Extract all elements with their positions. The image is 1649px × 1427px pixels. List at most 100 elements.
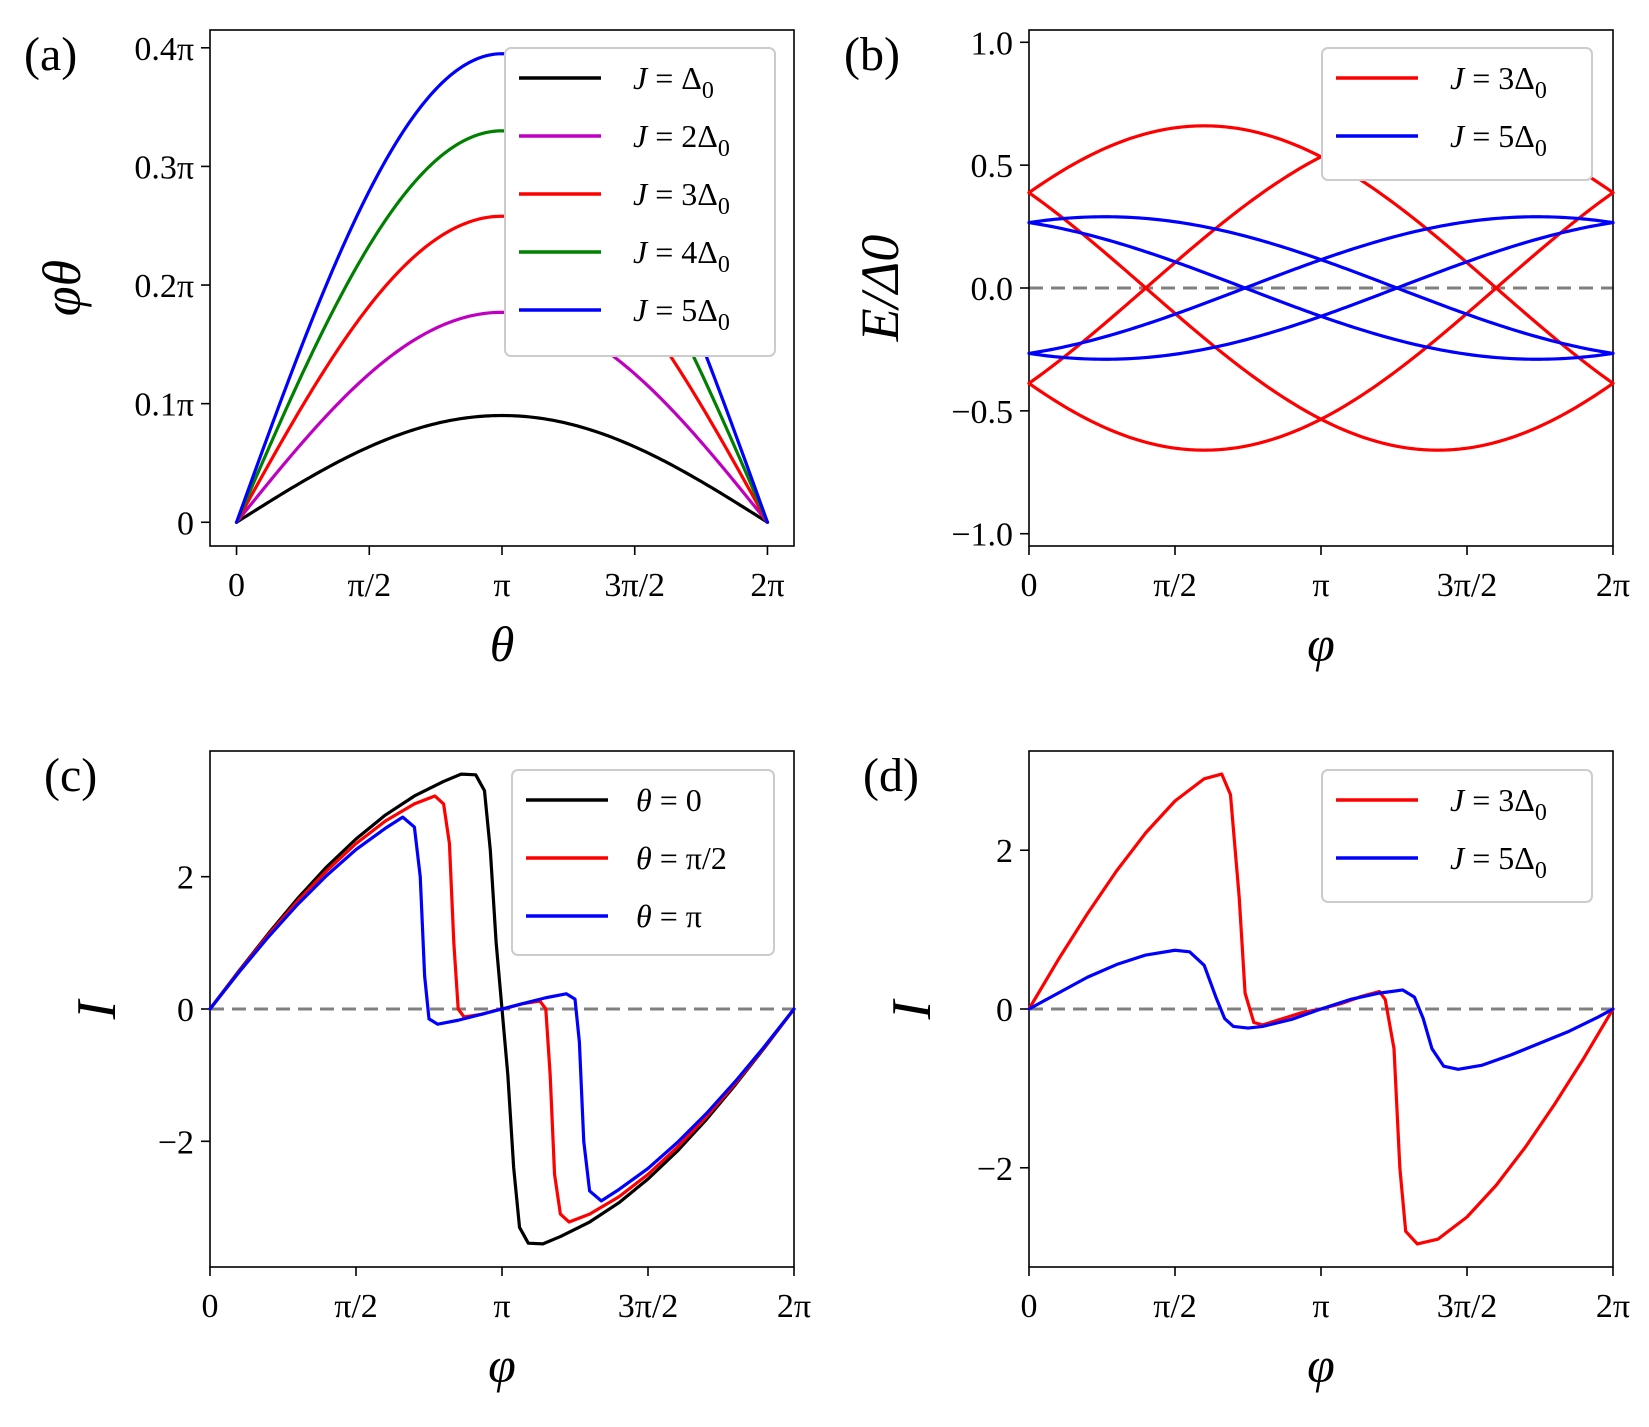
y-tick-label: 0.0: [971, 271, 1014, 308]
series-line: [1027, 215, 1615, 355]
legend-entry: J = 4Δ0: [633, 234, 730, 278]
y-axis-label: I: [66, 998, 128, 1020]
legend-entry-subscript: 0: [1535, 136, 1547, 162]
legend-entry: J = 2Δ0: [633, 118, 730, 162]
legend-entry-symbol: J: [1450, 60, 1466, 96]
legend-box: [1321, 47, 1593, 181]
legend-entry-subscript: 0: [718, 310, 730, 336]
panel-label: (a): [24, 28, 77, 81]
x-tick-label: 0: [1021, 567, 1038, 604]
y-tick-label: 0: [996, 992, 1013, 1029]
legend-entry-value: = 3Δ: [647, 176, 718, 212]
x-axis-label: φ: [1307, 1337, 1335, 1393]
legend-entry-value: = 3Δ: [1464, 782, 1535, 818]
legend-entry: J = 5Δ0: [1450, 118, 1547, 162]
series-line: [234, 413, 770, 524]
x-tick-label: π/2: [347, 567, 391, 604]
legend-entry-subscript: 0: [718, 252, 730, 278]
legend-entry-value: = 5Δ: [1464, 118, 1535, 154]
x-tick-label: 2π: [1596, 567, 1630, 604]
x-tick-label: 3π/2: [604, 567, 665, 604]
x-tick-label: 3π/2: [1437, 1288, 1498, 1325]
legend: θ = 0θ = π/2θ = π: [511, 769, 775, 956]
legend-entry-subscript: 0: [1535, 78, 1547, 104]
legend-entry-subscript: 0: [1535, 800, 1547, 826]
legend-entry-value: = 4Δ: [647, 234, 718, 270]
series-line: [234, 214, 770, 524]
x-tick-label: π: [1312, 567, 1329, 604]
legend-entry-value: = 5Δ: [647, 292, 718, 328]
y-axis-label: φθ: [32, 260, 92, 316]
series-line: [208, 815, 796, 1203]
legend-entry-value: = 0: [652, 782, 702, 818]
legend-box: [504, 47, 776, 357]
legend-box: [1321, 769, 1593, 903]
panel-label: (c): [44, 749, 97, 802]
y-tick-label: −2: [158, 1124, 194, 1161]
legend-box: [511, 769, 775, 956]
legend-entry: θ = π: [636, 898, 702, 934]
y-tick-label: 0: [177, 505, 194, 542]
x-axis-label: φ: [488, 1337, 516, 1393]
series-line: [1027, 191, 1615, 452]
panel-b: 0 π/2 π 3π/2 2π−1.0−0.50.00.51.0(b)φJ = 3Δ0J…: [844, 25, 1630, 672]
legend-entry-value: = π: [652, 898, 702, 934]
y-tick-label: −1.0: [951, 517, 1013, 554]
legend-entry: J = 3Δ0: [1450, 60, 1547, 104]
x-tick-label: π/2: [1153, 1288, 1197, 1325]
legend-entry-symbol: J: [633, 60, 649, 96]
x-tick-label: π: [493, 567, 510, 604]
legend-entry-value: = 3Δ: [1464, 60, 1535, 96]
legend-entry-subscript: 0: [702, 78, 714, 104]
legend-entry: θ = 0: [636, 782, 702, 818]
x-tick-label: 0: [1021, 1288, 1038, 1325]
y-tick-label: 0.1π: [134, 387, 194, 424]
legend-entry-symbol: J: [633, 118, 649, 154]
legend-entry-symbol: θ: [636, 782, 652, 818]
legend-entry-subscript: 0: [718, 136, 730, 162]
panel-label: (d): [863, 749, 919, 802]
legend-entry-symbol: J: [633, 176, 649, 212]
x-tick-label: 0: [228, 567, 245, 604]
legend-entry-value: = Δ: [647, 60, 702, 96]
y-tick-label: 0.3π: [134, 149, 194, 186]
x-tick-label: 0: [202, 1288, 219, 1325]
legend-entry: J = 5Δ0: [633, 292, 730, 336]
y-tick-label: 2: [177, 860, 194, 897]
y-axis-label: E/Δ0: [850, 235, 910, 343]
legend-entry-subscript: 0: [1535, 858, 1547, 884]
series-line: [1027, 948, 1615, 1071]
x-tick-label: 3π/2: [618, 1288, 679, 1325]
legend-entry-symbol: θ: [636, 840, 652, 876]
legend-entry: J = Δ0: [633, 60, 714, 104]
x-tick-label: π: [493, 1288, 510, 1325]
legend-entry-symbol: J: [1450, 840, 1466, 876]
legend-entry-value: = π/2: [652, 840, 727, 876]
x-tick-label: 2π: [777, 1288, 811, 1325]
legend-entry-symbol: J: [1450, 782, 1466, 818]
legend-entry: J = 3Δ0: [1450, 782, 1547, 826]
legend-entry-symbol: J: [1450, 118, 1466, 154]
x-tick-label: 3π/2: [1437, 567, 1498, 604]
x-axis-label: φ: [1307, 616, 1335, 672]
y-tick-label: −2: [977, 1151, 1013, 1188]
series-line: [1027, 191, 1615, 452]
legend-entry: J = 5Δ0: [1450, 840, 1547, 884]
legend-entry-symbol: J: [633, 292, 649, 328]
y-tick-label: 1.0: [971, 25, 1014, 62]
y-tick-label: 0.2π: [134, 268, 194, 305]
y-tick-label: 0.5: [971, 148, 1014, 185]
legend-entry-symbol: J: [633, 234, 649, 270]
panel-c: 0 π/2 π 3π/2 2π−202(c)φθ = 0θ = π/2θ = πI: [44, 749, 811, 1393]
x-tick-label: π/2: [334, 1288, 378, 1325]
series-line: [234, 310, 770, 524]
y-axis-label: I: [881, 998, 943, 1020]
legend-entry-value: = 5Δ: [1464, 840, 1535, 876]
legend-entry-subscript: 0: [718, 194, 730, 220]
